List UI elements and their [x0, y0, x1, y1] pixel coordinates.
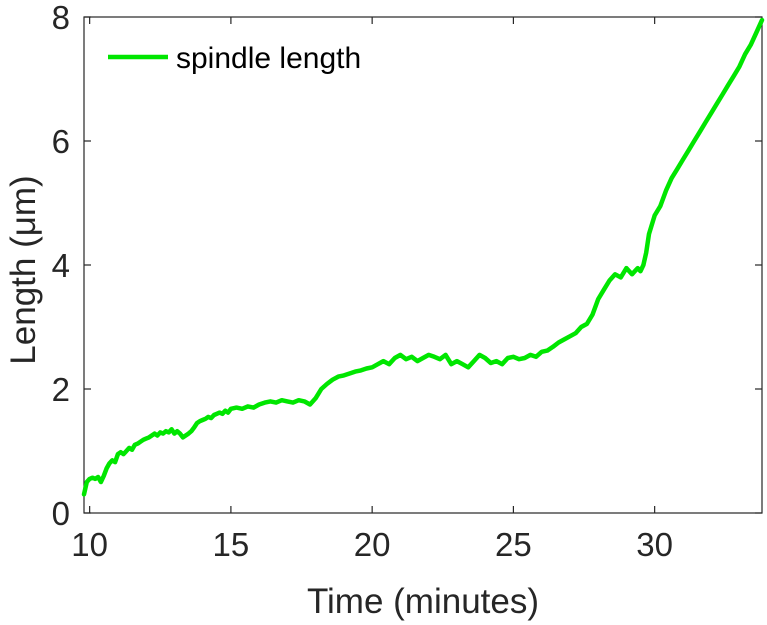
x-tick-label: 20	[354, 526, 391, 563]
x-axis: 10 15 20 25 30	[71, 17, 673, 563]
y-tick-label: 0	[52, 495, 70, 532]
series-line-spindle-length	[81, 17, 765, 497]
y-axis: 0 2 4 6 8	[52, 0, 762, 532]
x-tick-label: 10	[71, 526, 108, 563]
x-tick-label: 25	[495, 526, 532, 563]
x-axis-label: Time (minutes)	[307, 582, 539, 621]
y-tick-label: 6	[52, 123, 70, 160]
legend: spindle length	[108, 42, 361, 75]
y-axis-label: Length (μm)	[4, 175, 43, 364]
y-tick-label: 4	[52, 247, 70, 284]
axes-box	[83, 16, 763, 514]
x-tick-label: 15	[213, 526, 250, 563]
legend-label: spindle length	[176, 42, 361, 75]
axes-frame	[83, 16, 763, 514]
x-tick-label: 30	[636, 526, 673, 563]
plot-area	[81, 17, 765, 497]
y-tick-label: 2	[52, 371, 70, 408]
y-tick-label: 8	[52, 0, 70, 36]
